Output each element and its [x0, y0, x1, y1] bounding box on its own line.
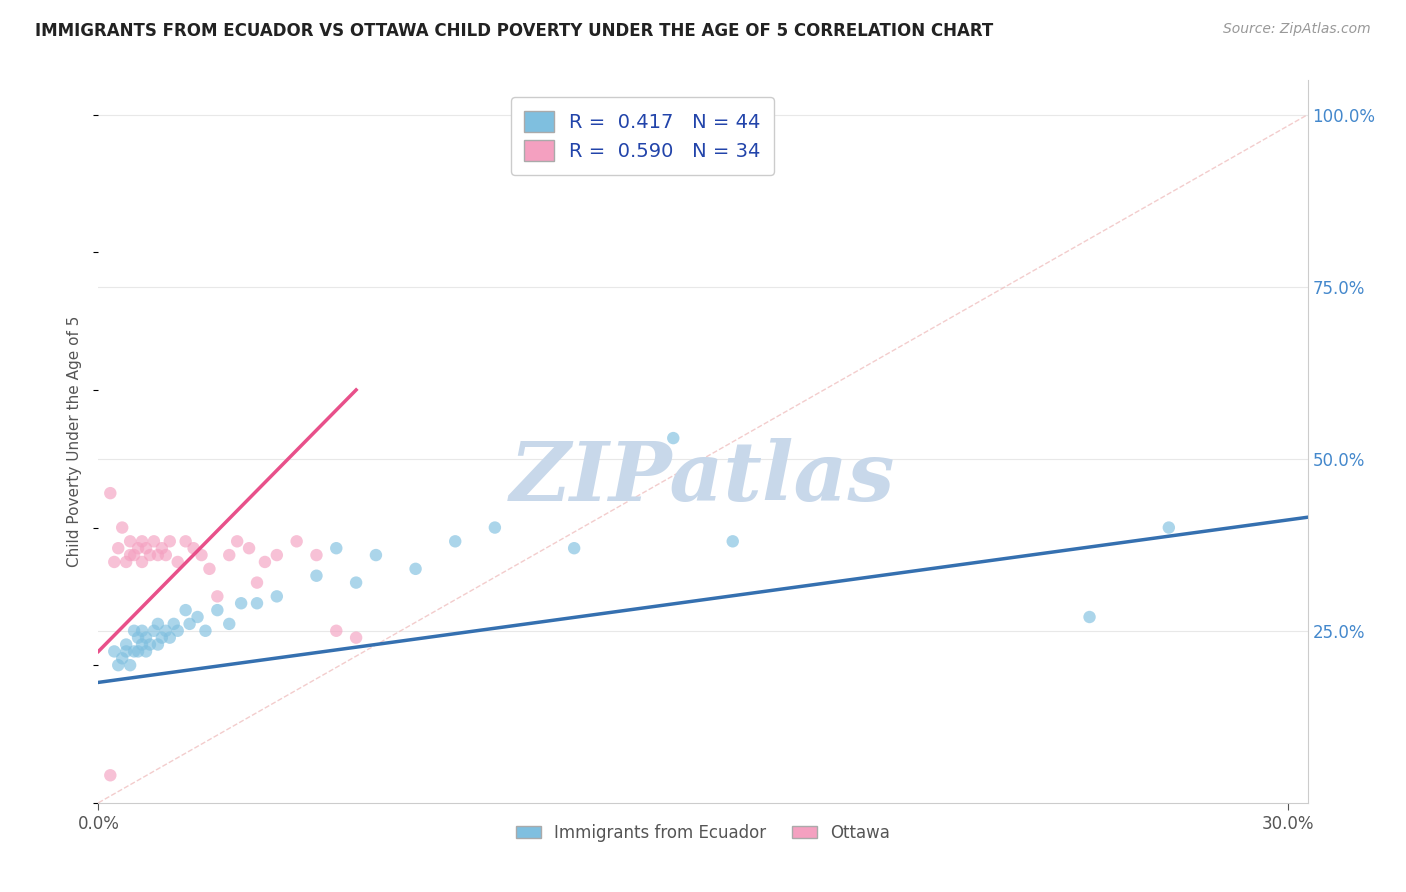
Point: [98, 768, 121, 782]
Point: [174, 603, 197, 617]
Point: [120, 534, 142, 549]
Point: [139, 638, 162, 652]
Point: [325, 541, 347, 556]
Point: [150, 631, 173, 645]
Point: [325, 624, 347, 638]
Point: [127, 541, 149, 556]
Point: [122, 644, 145, 658]
Point: [127, 644, 149, 658]
Point: [266, 590, 288, 604]
Point: [444, 534, 467, 549]
Point: [115, 644, 138, 658]
Point: [484, 520, 506, 534]
Point: [146, 548, 169, 562]
Point: [238, 541, 260, 556]
Legend: Immigrants from Ecuador, Ottawa: Immigrants from Ecuador, Ottawa: [509, 817, 897, 848]
Point: [120, 658, 142, 673]
Point: [131, 534, 153, 549]
Point: [131, 624, 153, 638]
Point: [159, 631, 181, 645]
Point: [146, 638, 169, 652]
Point: [183, 541, 205, 556]
Point: [266, 548, 288, 562]
Point: [246, 596, 269, 610]
Point: [142, 624, 165, 638]
Point: [231, 596, 253, 610]
Point: [207, 603, 229, 617]
Point: [155, 548, 177, 562]
Point: [190, 548, 212, 562]
Point: [103, 644, 125, 658]
Point: [155, 624, 177, 638]
Point: [111, 520, 134, 534]
Point: [344, 575, 367, 590]
Text: IMMIGRANTS FROM ECUADOR VS OTTAWA CHILD POVERTY UNDER THE AGE OF 5 CORRELATION C: IMMIGRANTS FROM ECUADOR VS OTTAWA CHILD …: [35, 22, 994, 40]
Point: [103, 555, 125, 569]
Point: [405, 562, 427, 576]
Point: [146, 616, 169, 631]
Point: [721, 534, 744, 549]
Text: ZIPatlas: ZIPatlas: [510, 438, 896, 517]
Point: [150, 541, 173, 556]
Text: Source: ZipAtlas.com: Source: ZipAtlas.com: [1223, 22, 1371, 37]
Point: [98, 486, 121, 500]
Y-axis label: Child Poverty Under the Age of 5: Child Poverty Under the Age of 5: [67, 316, 83, 567]
Point: [186, 610, 208, 624]
Point: [1157, 520, 1180, 534]
Point: [662, 431, 685, 445]
Point: [166, 624, 188, 638]
Point: [364, 548, 387, 562]
Point: [135, 541, 157, 556]
Point: [111, 651, 134, 665]
Point: [115, 555, 138, 569]
Point: [207, 590, 229, 604]
Point: [1078, 610, 1101, 624]
Point: [198, 562, 221, 576]
Point: [131, 555, 153, 569]
Point: [305, 568, 328, 582]
Point: [226, 534, 249, 549]
Point: [122, 548, 145, 562]
Point: [562, 541, 585, 556]
Point: [246, 575, 269, 590]
Point: [107, 541, 129, 556]
Point: [127, 631, 149, 645]
Point: [122, 624, 145, 638]
Point: [253, 555, 276, 569]
Point: [131, 638, 153, 652]
Point: [285, 534, 308, 549]
Point: [135, 631, 157, 645]
Point: [218, 548, 240, 562]
Point: [305, 548, 328, 562]
Point: [159, 534, 181, 549]
Point: [218, 616, 240, 631]
Point: [139, 548, 162, 562]
Point: [163, 616, 186, 631]
Point: [194, 624, 217, 638]
Point: [166, 555, 188, 569]
Point: [142, 534, 165, 549]
Point: [107, 658, 129, 673]
Point: [115, 638, 138, 652]
Point: [344, 631, 367, 645]
Point: [174, 534, 197, 549]
Point: [135, 644, 157, 658]
Point: [120, 548, 142, 562]
Point: [179, 616, 201, 631]
